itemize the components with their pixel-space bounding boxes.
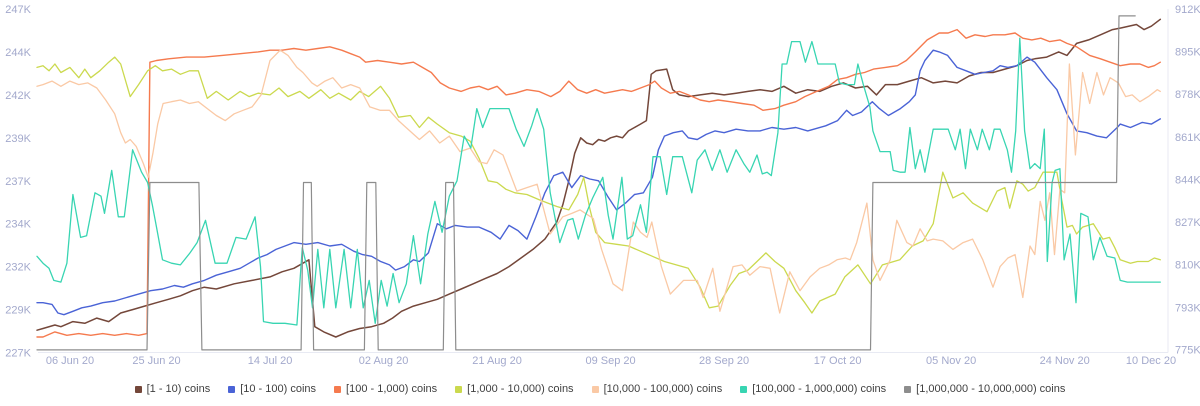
y-axis-left-tick-7: 229K [5, 305, 31, 317]
legend-item-1000000-10000000-coins[interactable]: [1,000,000 - 10,000,000) coins [904, 383, 1065, 395]
legend-label-1000000-10000000-coins: [1,000,000 - 10,000,000) coins [916, 383, 1066, 395]
legend-label-1-10-coins: [1 - 10) coins [146, 383, 211, 395]
y-axis-right-tick-4: 844K [1175, 174, 1200, 186]
x-axis-tick-8: 05 Nov 20 [926, 355, 976, 367]
legend-item-10-100-coins[interactable]: [10 - 100) coins [228, 383, 316, 395]
y-axis-right-tick-7: 793K [1175, 302, 1200, 314]
y-axis-left-tick-1: 244K [5, 47, 31, 59]
legend-swatch-1000-10000-coins [455, 385, 463, 393]
legend-item-1000-10000-coins[interactable]: [1,000 - 10,000) coins [455, 383, 574, 395]
legend-item-100000-1000000-coins[interactable]: [100,000 - 1,000,000) coins [740, 383, 886, 395]
y-axis-left-tick-4: 237K [5, 176, 31, 188]
legend-swatch-1000000-10000000-coins [904, 385, 912, 393]
y-axis-left-tick-0: 247K [5, 4, 31, 16]
legend-label-100-1000-coins: [100 - 1,000) coins [346, 383, 438, 395]
x-axis-tick-9: 24 Nov 20 [1040, 355, 1090, 367]
legend-swatch-100000-1000000-coins [740, 385, 748, 393]
y-axis-left-tick-6: 232K [5, 262, 31, 274]
y-axis-right-tick-3: 861K [1175, 132, 1200, 144]
x-axis-tick-6: 28 Sep 20 [699, 355, 749, 367]
y-axis-right-tick-5: 827K [1175, 217, 1200, 229]
legend-label-1000-10000-coins: [1,000 - 10,000) coins [467, 383, 574, 395]
chart-legend: [1 - 10) coins [10 - 100) coins [100 - 1,0… [0, 383, 1200, 395]
legend-swatch-10-100-coins [228, 385, 236, 393]
y-axis-right-tick-0: 912K [1175, 4, 1200, 16]
x-axis-tick-5: 09 Sep 20 [586, 355, 636, 367]
legend-label-10-100-coins: [10 - 100) coins [240, 383, 317, 395]
legend-item-1-10-coins[interactable]: [1 - 10) coins [134, 383, 211, 395]
y-axis-left-tick-8: 227K [5, 348, 31, 360]
series-line-1-10-coins [36, 18, 1162, 338]
x-axis-tick-10: 10 Dec 20 [1126, 355, 1176, 367]
x-axis-tick-7: 17 Oct 20 [814, 355, 862, 367]
y-axis-left-tick-2: 242K [5, 90, 31, 102]
legend-label-100000-1000000-coins: [100,000 - 1,000,000) coins [752, 383, 887, 395]
series-line-10-100-coins [36, 49, 1162, 316]
y-axis-left-tick-3: 239K [5, 133, 31, 145]
y-axis-right-tick-6: 810K [1175, 260, 1200, 272]
series-line-100000-1000000-coins [36, 37, 1161, 326]
chart-canvas[interactable]: 247K 244K 242K 239K 237K 234K 232K 229K 227K 912K… [0, 0, 1200, 374]
x-axis-tick-1: 25 Jun 20 [132, 355, 180, 367]
x-axis-tick-4: 21 Aug 20 [472, 355, 522, 367]
legend-item-10000-100000-coins[interactable]: [10,000 - 100,000) coins [591, 383, 723, 395]
y-axis-left-tick-5: 234K [5, 219, 31, 231]
series-line-100-1000-coins [36, 28, 1162, 338]
legend-swatch-100-1000-coins [334, 385, 342, 393]
x-axis-tick-0: 06 Jun 20 [46, 355, 94, 367]
series-line-1000000-10000000-coins [36, 15, 1136, 351]
legend-label-10000-100000-coins: [10,000 - 100,000) coins [603, 383, 723, 395]
y-axis-right-tick-8: 775K [1175, 345, 1200, 357]
x-axis-tick-2: 14 Jul 20 [248, 355, 293, 367]
series-line-1000-10000-coins [36, 56, 1161, 314]
y-axis-right-tick-1: 895K [1175, 47, 1200, 59]
legend-item-100-1000-coins[interactable]: [100 - 1,000) coins [334, 383, 437, 395]
series-line-10000-100000-coins [36, 49, 1161, 314]
legend-swatch-10000-100000-coins [591, 385, 599, 393]
x-axis-tick-3: 02 Aug 20 [359, 355, 409, 367]
legend-swatch-1-10-coins [134, 385, 142, 393]
y-axis-right-tick-2: 878K [1175, 89, 1200, 101]
